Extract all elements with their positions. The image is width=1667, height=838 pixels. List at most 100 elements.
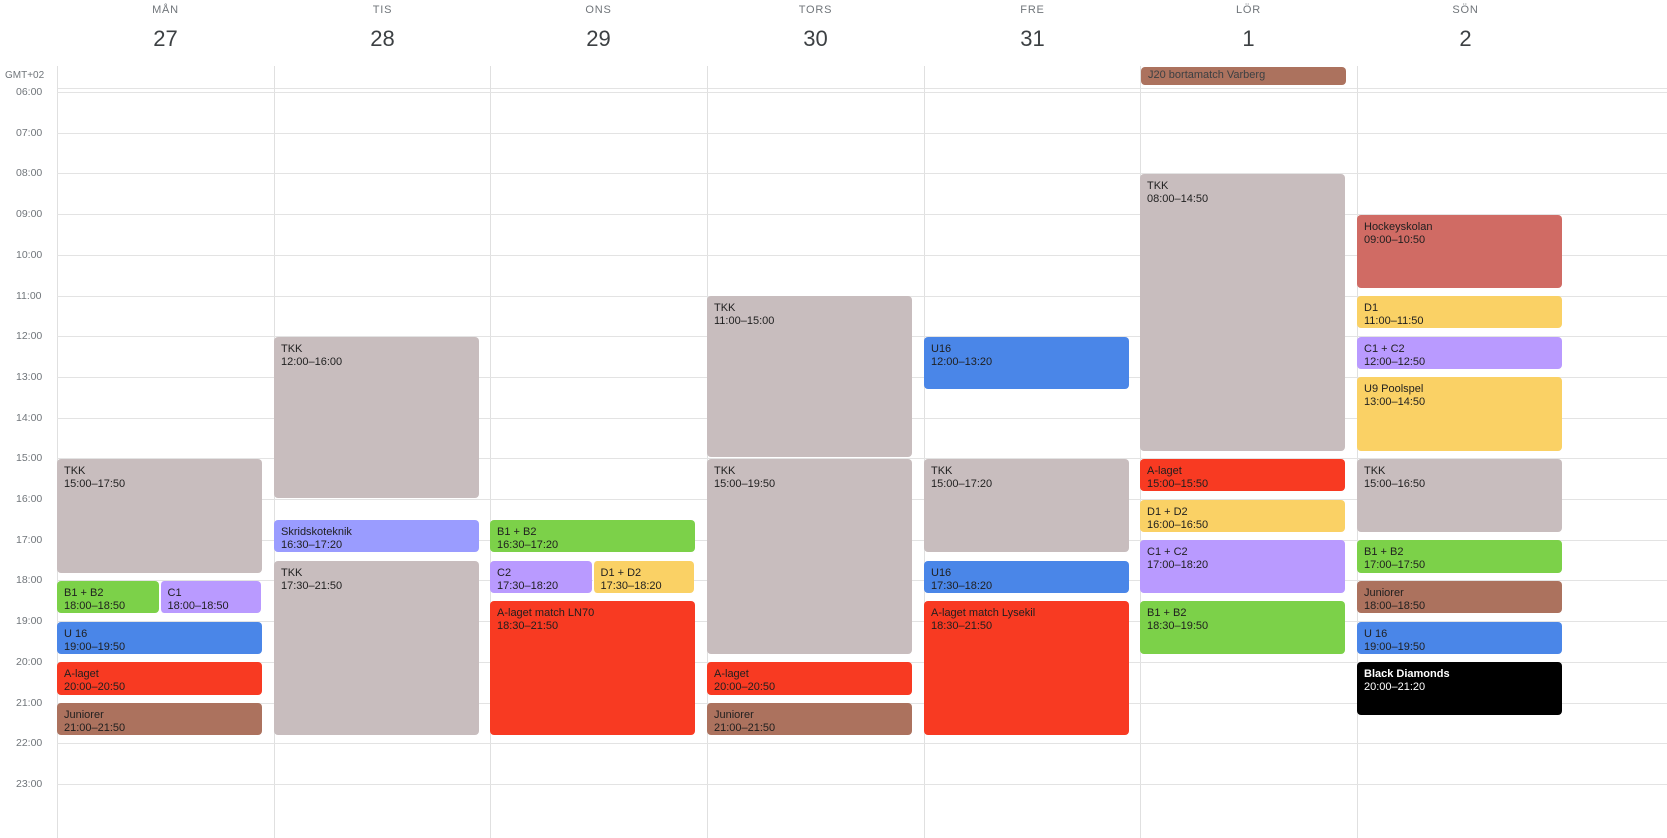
event-title: Black Diamonds bbox=[1364, 668, 1450, 681]
calendar-event[interactable]: D1 11:00–11:50 bbox=[1357, 296, 1562, 329]
hour-label: 18:00 bbox=[16, 574, 43, 586]
day-header[interactable]: TIS 28 bbox=[274, 0, 491, 62]
day-header[interactable]: ONS 29 bbox=[490, 0, 707, 62]
event-title: TKK bbox=[931, 464, 953, 477]
calendar-event[interactable]: Juniorer 18:00–18:50 bbox=[1357, 580, 1562, 614]
calendar-event[interactable]: C1 + C2 17:00–18:20 bbox=[1140, 540, 1345, 593]
event-title: B1 + B2 bbox=[1147, 607, 1187, 620]
event-title: TKK bbox=[714, 464, 736, 477]
calendar-event[interactable]: A-laget 20:00–20:50 bbox=[707, 662, 912, 695]
event-title: TKK bbox=[1364, 464, 1386, 477]
calendar-event[interactable]: D1 + D2 16:00–16:50 bbox=[1140, 499, 1345, 532]
event-title: TKK bbox=[281, 566, 303, 579]
event-time: 19:00–19:50 bbox=[64, 640, 126, 653]
calendar-event[interactable]: Skridskoteknik 16:30–17:20 bbox=[274, 519, 479, 553]
calendar-event[interactable]: U 16 19:00–19:50 bbox=[57, 621, 262, 654]
calendar-event[interactable]: C1 + C2 12:00–12:50 bbox=[1357, 336, 1562, 370]
calendar-event[interactable]: Juniorer 21:00–21:50 bbox=[57, 703, 262, 736]
event-title: C2 bbox=[497, 566, 512, 579]
event-time: 15:00–17:50 bbox=[64, 477, 126, 490]
calendar-event[interactable]: TKK 12:00–16:00 bbox=[274, 336, 479, 498]
calendar-event[interactable]: A-laget match Lysekil 18:30–21:50 bbox=[924, 601, 1129, 736]
event-title: A-laget match Lysekil bbox=[931, 607, 1036, 620]
event-title: B1 + B2 bbox=[1364, 546, 1404, 559]
day-number[interactable]: 1 bbox=[1242, 26, 1255, 51]
event-title: A-laget bbox=[64, 668, 99, 681]
day-header[interactable]: TORS 30 bbox=[707, 0, 924, 62]
calendar-event[interactable]: B1 + B2 18:30–19:50 bbox=[1140, 601, 1345, 655]
event-time: 21:00–21:50 bbox=[64, 722, 126, 734]
day-column-divider bbox=[57, 66, 58, 838]
calendar-event[interactable]: TKK 15:00–16:50 bbox=[1357, 458, 1562, 532]
day-header[interactable]: MÅN 27 bbox=[57, 0, 274, 62]
event-time: 20:00–20:50 bbox=[714, 681, 776, 694]
calendar-event[interactable]: TKK 11:00–15:00 bbox=[707, 296, 912, 458]
day-column-divider bbox=[1357, 66, 1358, 838]
calendar-event[interactable]: B1 + B2 16:30–17:20 bbox=[490, 519, 695, 553]
calendar-event[interactable]: U 16 19:00–19:50 bbox=[1357, 621, 1562, 654]
event-title: C1 bbox=[167, 586, 182, 599]
event-time: 18:30–19:50 bbox=[1147, 620, 1209, 633]
calendar-event[interactable]: C1 18:00–18:50 bbox=[159, 580, 261, 614]
calendar-event[interactable]: TKK 15:00–17:50 bbox=[57, 458, 262, 573]
day-column-divider bbox=[1140, 66, 1141, 838]
calendar-event[interactable]: U16 12:00–13:20 bbox=[924, 336, 1129, 390]
calendar-event[interactable]: A-laget 15:00–15:50 bbox=[1140, 458, 1345, 492]
calendar-event[interactable]: B1 + B2 17:00–17:50 bbox=[1357, 540, 1562, 573]
allday-row-divider bbox=[57, 88, 1667, 89]
event-time: 21:00–21:50 bbox=[714, 722, 776, 734]
calendar-event[interactable]: TKK 15:00–19:50 bbox=[707, 458, 912, 654]
hour-gridline bbox=[57, 784, 1667, 785]
event-time: 17:00–18:20 bbox=[1147, 559, 1209, 572]
calendar-event[interactable]: Black Diamonds 20:00–21:20 bbox=[1357, 662, 1562, 716]
event-title: D1 + D2 bbox=[1147, 505, 1188, 518]
event-title: TKK bbox=[281, 342, 303, 355]
event-title: U16 bbox=[931, 566, 952, 579]
event-title: TKK bbox=[714, 302, 736, 314]
event-time: 12:00–16:00 bbox=[281, 355, 343, 368]
calendar-event[interactable]: Juniorer 21:00–21:50 bbox=[707, 703, 912, 736]
calendar-event[interactable]: D1 + D2 17:30–18:20 bbox=[592, 560, 694, 593]
calendar-event[interactable]: TKK 08:00–14:50 bbox=[1140, 173, 1345, 451]
day-number[interactable]: 31 bbox=[1020, 26, 1045, 51]
day-header[interactable]: SÖN 2 bbox=[1357, 0, 1574, 62]
hour-gridline bbox=[57, 92, 1667, 93]
day-header[interactable]: FRE 31 bbox=[924, 0, 1141, 62]
calendar-event[interactable]: B1 + B2 18:00–18:50 bbox=[57, 580, 159, 614]
hour-label: 15:00 bbox=[16, 452, 43, 464]
hour-label: 21:00 bbox=[16, 697, 43, 709]
event-time: 18:00–18:50 bbox=[1364, 599, 1426, 612]
hour-gridline bbox=[57, 173, 1667, 174]
hour-label: 22:00 bbox=[16, 737, 43, 749]
day-number[interactable]: 27 bbox=[153, 26, 178, 51]
event-title: C1 + C2 bbox=[1364, 342, 1405, 355]
calendar-event[interactable]: A-laget 20:00–20:50 bbox=[57, 662, 262, 695]
event-time: 11:00–11:50 bbox=[1364, 315, 1424, 327]
calendar-event[interactable]: TKK 15:00–17:20 bbox=[924, 458, 1129, 553]
calendar-event[interactable]: U9 Poolspel 13:00–14:50 bbox=[1357, 377, 1562, 451]
event-title: TKK bbox=[1147, 179, 1169, 192]
calendar-event[interactable]: Hockeyskolan 09:00–10:50 bbox=[1357, 214, 1562, 288]
event-time: 08:00–14:50 bbox=[1147, 192, 1209, 205]
event-time: 11:00–15:00 bbox=[714, 315, 775, 327]
event-time: 16:00–16:50 bbox=[1147, 518, 1209, 531]
day-header[interactable]: LÖR 1 bbox=[1140, 0, 1357, 62]
calendar-event[interactable]: TKK 17:30–21:50 bbox=[274, 560, 479, 736]
event-time: 15:00–15:50 bbox=[1147, 477, 1209, 490]
event-time: 17:30–18:20 bbox=[600, 579, 662, 592]
day-number[interactable]: 29 bbox=[586, 26, 611, 51]
calendar-event[interactable]: C2 17:30–18:20 bbox=[490, 560, 592, 593]
hour-label: 16:00 bbox=[16, 493, 43, 505]
event-time: 17:30–18:20 bbox=[497, 579, 559, 592]
day-number[interactable]: 30 bbox=[803, 26, 828, 51]
day-number[interactable]: 2 bbox=[1459, 26, 1472, 51]
allday-event[interactable]: J20 bortamatch Varberg bbox=[1141, 67, 1346, 85]
calendar-event[interactable]: U16 17:30–18:20 bbox=[924, 560, 1129, 593]
day-number[interactable]: 28 bbox=[370, 26, 395, 51]
day-of-week-label: ONS bbox=[585, 4, 612, 16]
event-title: TKK bbox=[64, 464, 86, 477]
calendar-event[interactable]: A-laget match LN70 18:30–21:50 bbox=[490, 601, 695, 736]
event-title: C1 + C2 bbox=[1147, 546, 1188, 559]
event-title: A-laget match LN70 bbox=[497, 607, 595, 620]
